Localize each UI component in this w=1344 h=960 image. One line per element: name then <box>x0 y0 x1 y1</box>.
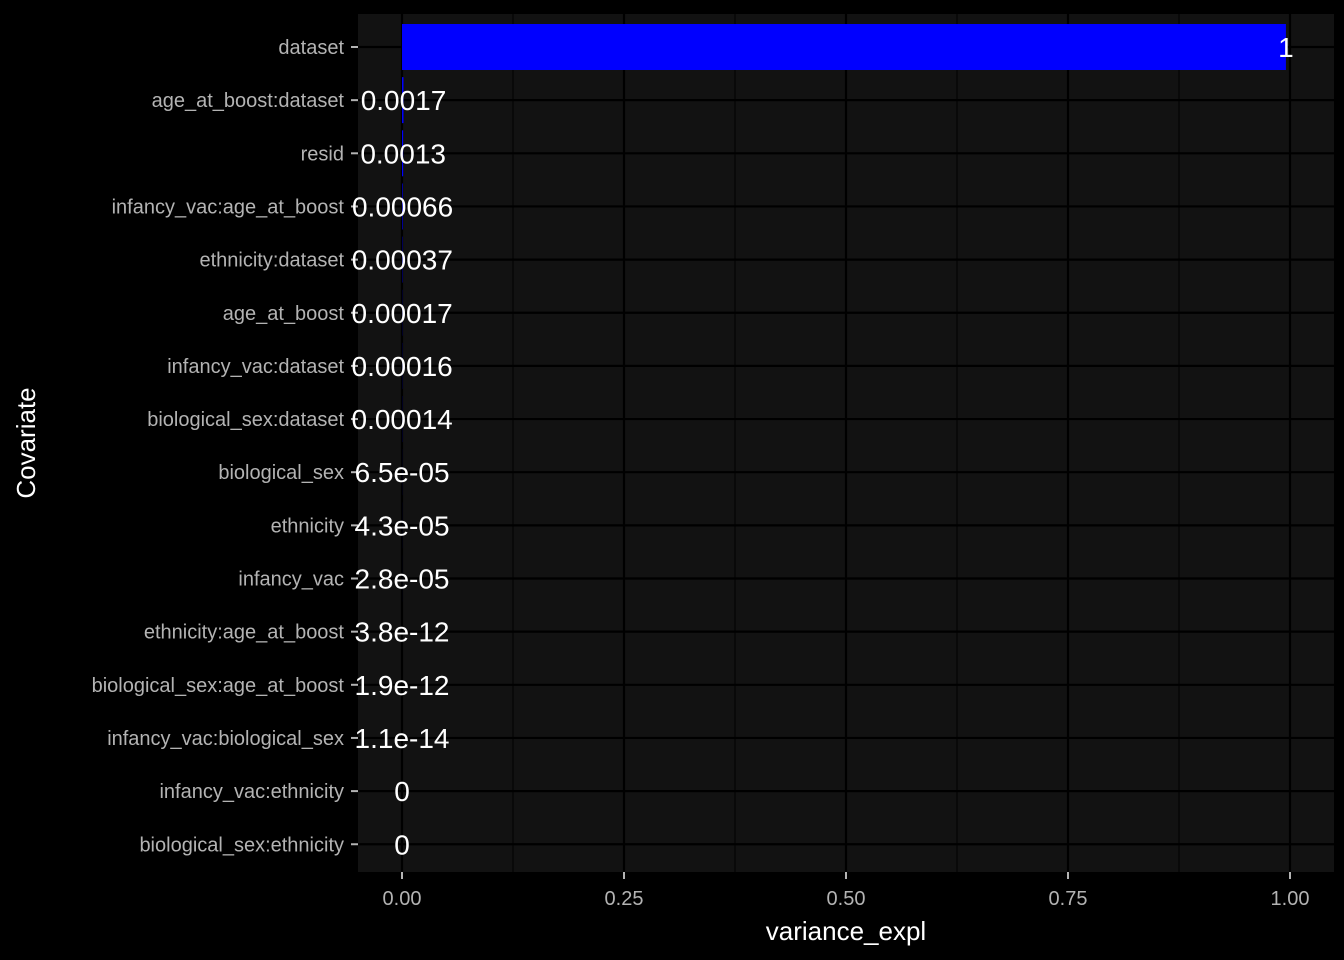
data-label: 0.0017 <box>361 85 447 116</box>
x-tick-label: 1.00 <box>1271 888 1310 910</box>
data-label: 0.00066 <box>352 191 453 222</box>
category-label: biological_sex <box>218 462 344 484</box>
grid-lines <box>358 14 1334 872</box>
bar <box>402 130 404 177</box>
x-axis-labels: 0.00 0.25 0.50 0.75 1.00 <box>383 872 1310 910</box>
data-label: 0.00017 <box>352 298 453 329</box>
x-tick-label: 0.50 <box>827 888 866 910</box>
category-label: biological_sex:dataset <box>147 409 344 431</box>
category-label: infancy_vac:dataset <box>167 356 344 378</box>
data-label: 1.9e-12 <box>355 670 450 701</box>
x-tick-label: 0.00 <box>383 888 422 910</box>
bar <box>402 77 404 124</box>
x-axis-title: variance_expl <box>766 916 926 946</box>
bar <box>402 24 1286 70</box>
data-label: 0 <box>394 829 410 860</box>
category-label: ethnicity:dataset <box>199 250 344 272</box>
x-tick-label: 0.75 <box>1049 888 1088 910</box>
category-label: age_at_boost:dataset <box>152 90 345 112</box>
category-label: ethnicity <box>271 515 344 537</box>
data-label: 0.00014 <box>352 404 453 435</box>
data-label: 1.1e-14 <box>355 723 450 754</box>
data-label: 4.3e-05 <box>355 510 450 541</box>
bar <box>402 183 403 230</box>
category-label: ethnicity:age_at_boost <box>144 622 345 644</box>
category-label: infancy_vac:age_at_boost <box>112 196 345 218</box>
data-label: 2.8e-05 <box>355 564 450 595</box>
category-label: resid <box>301 143 344 165</box>
data-label: 0 <box>394 776 410 807</box>
x-tick-label: 0.25 <box>605 888 644 910</box>
data-labels: 1 0.0017 0.0013 0.00066 0.00037 0.00017 0.0001… <box>352 32 1294 860</box>
y-axis-title: Covariate <box>11 387 41 498</box>
data-label: 0.00037 <box>352 245 453 276</box>
data-label: 6.5e-05 <box>355 457 450 488</box>
category-label: biological_sex:ethnicity <box>139 834 344 856</box>
data-label: 1 <box>1278 32 1294 63</box>
bars <box>402 24 1286 602</box>
data-label: 0.0013 <box>360 138 446 169</box>
category-label: infancy_vac:ethnicity <box>159 781 344 803</box>
data-label: 3.8e-12 <box>355 617 450 648</box>
category-label: biological_sex:age_at_boost <box>92 675 345 697</box>
data-label: 0.00016 <box>352 351 453 382</box>
category-label: dataset <box>278 37 344 59</box>
category-label: infancy_vac <box>238 569 344 591</box>
category-label: age_at_boost <box>223 303 345 325</box>
category-label: infancy_vac:biological_sex <box>107 728 344 750</box>
